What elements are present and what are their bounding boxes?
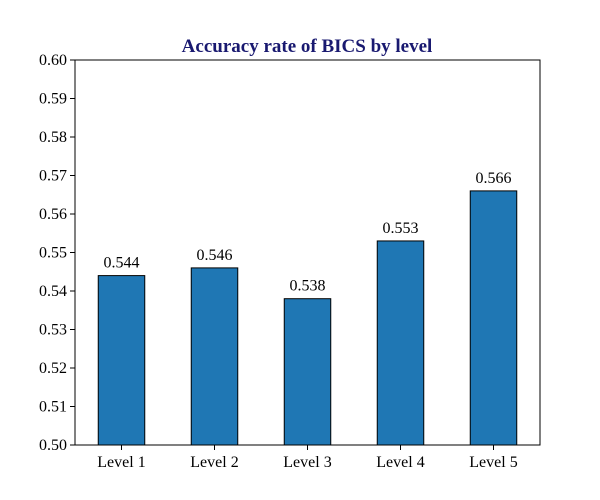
chart-title: Accuracy rate of BICS by level — [182, 36, 433, 57]
data-labels: 0.544 0.546 0.538 0.553 0.566 — [104, 170, 512, 295]
y-axis: 0.50 0.51 0.52 0.53 0.54 0.55 0.56 0.57 0.58 0.59… — [39, 52, 75, 454]
bar — [283, 298, 332, 446]
bars — [97, 190, 518, 446]
y-tick-label: 0.52 — [39, 360, 67, 377]
x-tick-label: Level 4 — [376, 454, 424, 471]
bar — [190, 267, 239, 446]
y-tick-label: 0.58 — [39, 129, 67, 146]
bar-value-label: 0.566 — [476, 170, 512, 187]
bar-value-label: 0.546 — [197, 247, 233, 264]
plot-frame — [74, 59, 541, 446]
y-tick-label: 0.55 — [39, 245, 67, 262]
x-tick-label: Level 5 — [469, 454, 517, 471]
y-tick-label: 0.59 — [39, 91, 67, 108]
x-axis: Level 1 Level 2 Level 3 Level 4 Level 5 — [97, 445, 518, 471]
y-tick-label: 0.56 — [39, 206, 67, 223]
y-tick-label: 0.51 — [39, 399, 67, 416]
bar — [376, 240, 425, 446]
y-tick-label: 0.53 — [39, 322, 67, 339]
x-tick-label: Level 3 — [283, 454, 331, 471]
bar — [469, 190, 518, 446]
x-tick-label: Level 1 — [97, 454, 145, 471]
bar-value-label: 0.538 — [290, 278, 326, 295]
bar-value-label: 0.553 — [383, 220, 419, 237]
y-tick-label: 0.50 — [39, 437, 67, 454]
bar-value-label: 0.544 — [104, 255, 140, 272]
y-tick-label: 0.57 — [39, 168, 67, 185]
y-tick-label: 0.54 — [39, 283, 67, 300]
bar — [97, 275, 146, 446]
y-tick-label: 0.60 — [39, 52, 67, 69]
x-tick-label: Level 2 — [190, 454, 238, 471]
